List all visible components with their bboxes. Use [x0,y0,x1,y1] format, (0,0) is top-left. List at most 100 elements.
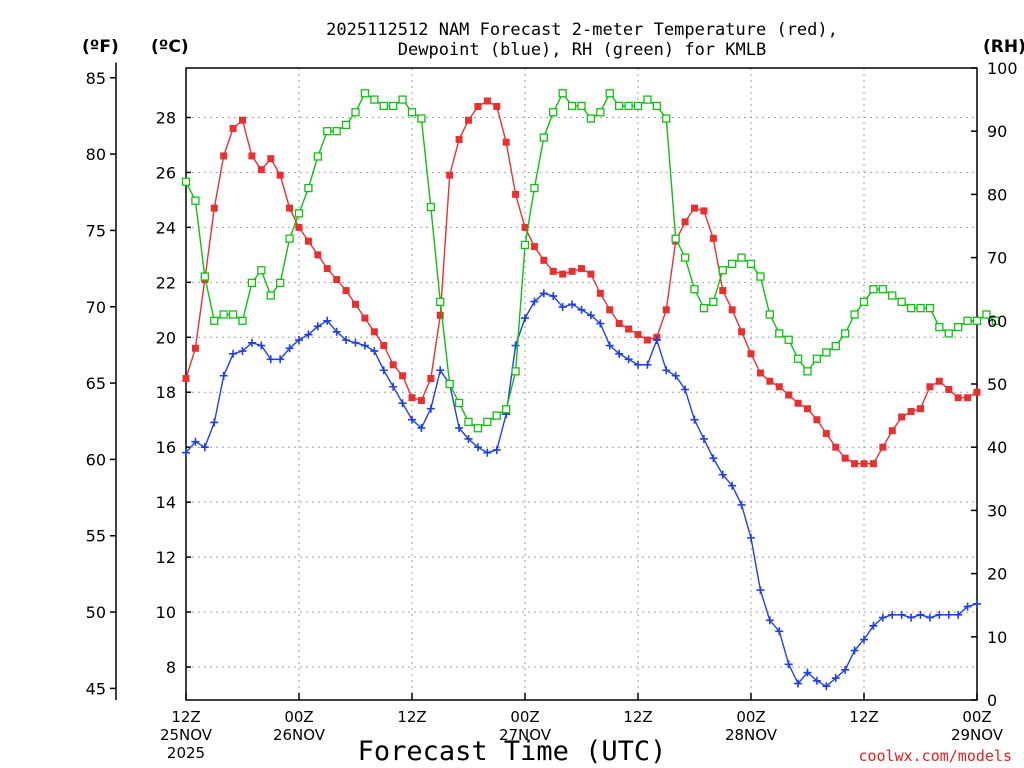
dewpoint-point [803,668,812,677]
rh-point [285,234,294,243]
temperature-point [851,460,859,468]
rh-point [483,417,492,427]
rh-point [266,291,275,300]
temperature-point [417,396,425,404]
rh-point [247,278,257,288]
temperature-point [502,138,510,146]
rh-point [257,266,266,275]
rh-point [323,127,332,136]
dewpoint-point [398,399,407,408]
time-tick-label: 00Z [284,708,313,726]
dewpoint-point [266,355,275,364]
rh-tick-label: 80 [987,185,1007,204]
dewpoint-point [643,360,652,369]
dewpoint-point [229,349,238,358]
rh-point [530,183,539,193]
rh-point [398,95,407,104]
rh-point [822,348,831,357]
temperature-point [210,204,218,212]
rh-point [793,354,803,363]
celsius-tick-label: 18 [156,383,176,402]
dewpoint-point [332,327,341,336]
temperature-point [964,394,972,402]
dewpoint-point [973,599,981,608]
rh-point [341,120,351,130]
temperature-point [860,460,868,468]
rh-point [360,89,370,98]
dewpoint-point [530,297,539,306]
rh-point [972,316,982,325]
temperature-point [257,166,265,174]
temperature-point [521,223,529,231]
fahrenheit-tick-label: 70 [86,298,106,317]
time-tick-label: 00Z [962,708,991,726]
temperature-point [295,223,303,231]
rh-point [558,89,567,98]
dewpoint-point [841,665,850,674]
rh-point [841,329,850,338]
dewpoint-point [916,610,925,619]
temperature-point [973,388,981,396]
rh-point [389,101,398,111]
time-tick-label: 12Z [171,708,200,726]
rh-point [549,108,558,117]
time-tick-label: 12Z [397,708,426,726]
rh-tick-label: 100 [987,59,1018,78]
dewpoint-point [775,627,784,636]
year-tick-label: 2025 [167,744,205,762]
temperature-point [700,207,708,215]
rh-point [539,133,548,142]
rh-point [756,272,765,281]
temperature-point [804,405,811,413]
rh-point [671,234,680,243]
rh-point [379,101,388,111]
dewpoint-point [417,423,426,432]
rh-point [464,417,473,427]
temperature-point [465,116,472,124]
temperature-point [709,234,717,242]
temperature-point [775,383,783,391]
temperature-point [540,256,548,264]
fahrenheit-tick-label: 60 [86,450,106,469]
dewpoint-point [238,347,247,356]
temperature-point [747,350,755,358]
temperature-point [182,375,190,383]
rh-point [304,183,313,193]
dewpoint-point [681,385,690,394]
dewpoint-point [878,613,887,622]
temperature-point [898,413,906,421]
celsius-tick-label: 22 [156,273,176,292]
dewpoint-point [379,366,388,375]
dewpoint-point [747,533,755,542]
dewpoint-point [295,336,303,345]
temperature-point [191,344,199,352]
fahrenheit-tick-label: 55 [86,527,106,546]
dewpoint-point [869,621,878,630]
chart-title-line-2: Dewpoint (blue), RH (green) for KMLB [398,40,766,60]
temperature-point [907,407,915,415]
rh-point [228,310,238,319]
rh-point [605,89,614,98]
temperature-point [352,300,359,308]
dewpoint-point [596,319,605,328]
temperature-point [728,306,736,314]
temperature-point [945,385,953,393]
time-tick-label: 12Z [849,708,878,726]
temperature-point [380,342,388,350]
dewpoint-point [436,366,445,375]
temperature-point [512,190,520,198]
dewpoint-point [492,445,501,454]
rh-point [680,253,690,262]
dewpoint-point [690,415,699,424]
dewpoint-point [699,434,708,443]
dewpoint-point [756,586,765,595]
dewpoint-point [219,371,228,380]
rh-point [982,310,991,319]
fahrenheit-unit-label: (ºF) [82,37,119,57]
celsius-tick-label: 8 [166,658,176,677]
temperature-point [455,135,463,143]
dewpoint-point [935,610,944,619]
temperature-point [954,394,962,402]
dewpoint-point [831,674,840,683]
